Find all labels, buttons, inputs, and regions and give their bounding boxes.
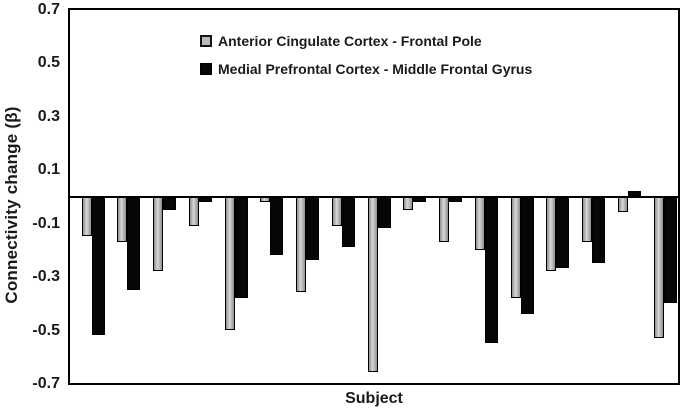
y-tick-label: 0.3 [37,108,60,125]
bar-mpfc-mfg-subject-9 [377,196,391,229]
bar-mpfc-mfg-subject-10 [413,196,427,202]
bar-acc-fp-subject-8 [331,196,342,226]
bar-acc-fp-subject-12 [474,196,485,250]
y-tick-label: -0.7 [32,375,60,392]
bar-acc-fp-subject-7 [296,196,307,293]
bar-acc-fp-subject-14 [546,196,557,272]
bar-mpfc-mfg-subject-12 [484,196,498,344]
bar-mpfc-mfg-subject-16 [627,191,641,197]
bar-mpfc-mfg-subject-6 [270,196,284,256]
y-tick-label: -0.5 [32,322,60,339]
y-tick-label: 0.7 [37,1,60,18]
bar-acc-fp-subject-15 [582,196,593,242]
legend-swatch-gray-icon [200,35,212,47]
bar-mpfc-mfg-subject-15 [592,196,606,264]
bar-mpfc-mfg-subject-11 [449,196,463,202]
y-tick-label: -0.3 [32,268,60,285]
bar-acc-fp-subject-1 [81,196,92,237]
bar-mpfc-mfg-subject-7 [306,196,320,261]
y-tick-label: 0.5 [37,54,60,71]
bar-acc-fp-subject-11 [439,196,450,242]
bar-acc-fp-subject-4 [188,196,199,226]
legend-swatch-black-icon [200,63,212,75]
legend: Anterior Cingulate Cortex - Frontal Pole… [200,32,532,78]
bar-acc-fp-subject-17 [653,196,664,338]
legend-item-mpfc-mfg: Medial Prefrontal Cortex - Middle Fronta… [200,60,532,78]
bar-acc-fp-subject-6 [260,196,271,202]
bar-mpfc-mfg-subject-1 [91,196,105,336]
bar-acc-fp-subject-9 [367,196,378,373]
y-tick-label: 0.1 [37,161,60,178]
legend-item-acc-fp: Anterior Cingulate Cortex - Frontal Pole [200,32,532,50]
bar-mpfc-mfg-subject-13 [520,196,534,314]
bar-acc-fp-subject-16 [617,196,628,213]
bar-mpfc-mfg-subject-4 [198,196,212,202]
bar-mpfc-mfg-subject-8 [341,196,355,248]
bar-mpfc-mfg-subject-5 [234,196,248,298]
bar-acc-fp-subject-10 [403,196,414,210]
bar-mpfc-mfg-subject-2 [127,196,141,290]
bar-mpfc-mfg-subject-14 [556,196,570,269]
bar-acc-fp-subject-2 [117,196,128,242]
y-tick-label: -0.1 [32,215,60,232]
legend-label: Anterior Cingulate Cortex - Frontal Pole [218,33,482,49]
bar-acc-fp-subject-13 [510,196,521,298]
plot-area: Anterior Cingulate Cortex - Frontal Pole… [68,8,680,385]
x-axis-title: Subject [345,390,403,407]
bar-acc-fp-subject-5 [224,196,235,330]
legend-label: Medial Prefrontal Cortex - Middle Fronta… [218,61,533,77]
bar-mpfc-mfg-subject-3 [163,196,177,210]
bar-mpfc-mfg-subject-17 [663,196,677,304]
bar-acc-fp-subject-3 [153,196,164,272]
